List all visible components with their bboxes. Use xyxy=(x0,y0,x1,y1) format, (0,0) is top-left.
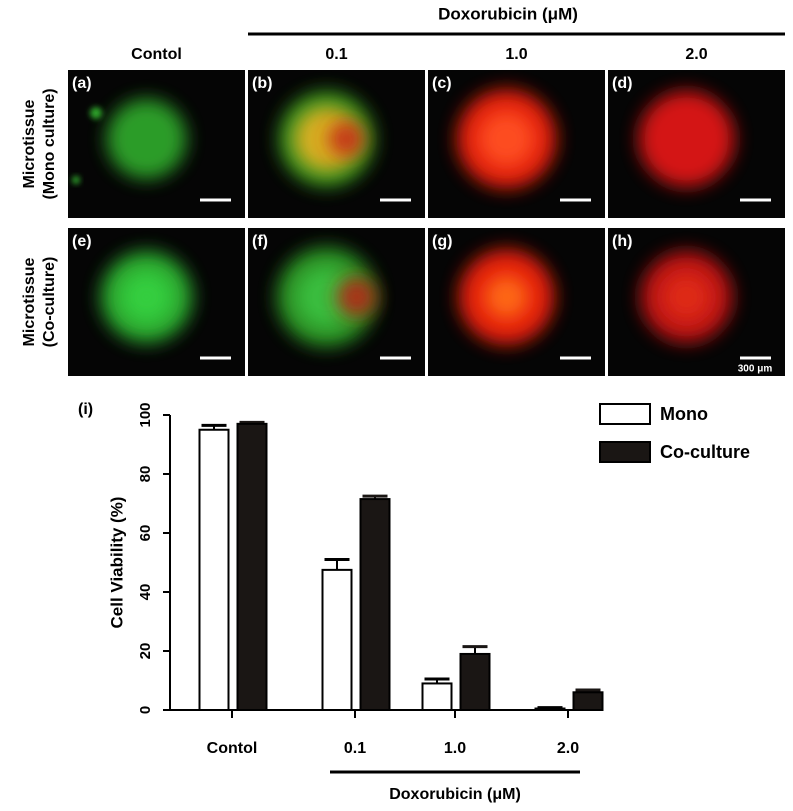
x-tick-label: 2.0 xyxy=(557,740,579,757)
row-label: Microtissue xyxy=(21,99,38,188)
image-panels: (a) (b) (c) (d) (e) (f) (g) (h) xyxy=(68,70,785,376)
x-tick-label: 0.1 xyxy=(344,740,366,757)
panel-label: (g) xyxy=(432,233,452,250)
panel-label: (i) xyxy=(78,401,93,418)
panel-label: (f) xyxy=(252,233,268,250)
cell-cluster xyxy=(328,121,365,157)
panel-label: (h) xyxy=(612,233,632,250)
row-label: (Co-culture) xyxy=(41,257,58,348)
cell-cluster xyxy=(478,111,535,167)
y-tick-label: 20 xyxy=(137,643,154,660)
cell-cluster xyxy=(662,273,711,321)
legend-swatch xyxy=(599,403,651,425)
bar xyxy=(534,707,566,712)
panel-label: (a) xyxy=(72,75,92,92)
legend-label: Co-culture xyxy=(660,442,750,462)
bar xyxy=(236,422,268,711)
cell-dot xyxy=(72,176,80,184)
panel-label: (c) xyxy=(432,75,452,92)
column-label: 0.1 xyxy=(325,46,347,63)
y-tick-label: 80 xyxy=(137,466,154,483)
bar xyxy=(321,568,353,711)
row-label: Microtissue xyxy=(21,257,38,346)
bar xyxy=(459,652,491,712)
row-label: (Mono culture) xyxy=(41,88,58,199)
x-group-label: Doxorubicin (μM) xyxy=(389,786,521,803)
cell-cluster xyxy=(106,99,187,179)
y-axis-title: Cell Viability (%) xyxy=(107,497,126,629)
scale-bar-label: 300 μm xyxy=(738,364,773,375)
bar xyxy=(572,691,604,711)
cell-cluster xyxy=(120,271,173,323)
panel-label: (e) xyxy=(72,233,92,250)
column-label: 2.0 xyxy=(685,46,707,63)
y-tick-label: 40 xyxy=(137,584,154,601)
cell-cluster xyxy=(336,277,377,317)
cell-dot xyxy=(90,107,102,119)
bar xyxy=(359,498,391,712)
cell-cluster xyxy=(484,275,529,319)
panel-label: (d) xyxy=(612,75,632,92)
y-tick-label: 100 xyxy=(137,402,154,427)
x-tick-label: Contol xyxy=(207,740,258,757)
y-tick-label: 60 xyxy=(137,525,154,542)
group-label: Doxorubicin (μM) xyxy=(438,4,578,23)
y-tick-label: 0 xyxy=(137,706,154,714)
bar xyxy=(198,428,230,711)
cell-cluster xyxy=(296,267,357,327)
cell-cluster xyxy=(638,91,735,187)
panel-label: (b) xyxy=(252,75,272,92)
column-label: 1.0 xyxy=(505,46,527,63)
legend-label: Mono xyxy=(660,404,708,424)
bar xyxy=(421,682,453,712)
x-tick-label: 1.0 xyxy=(444,740,466,757)
column-label: Contol xyxy=(131,46,182,63)
legend-swatch xyxy=(599,441,651,463)
